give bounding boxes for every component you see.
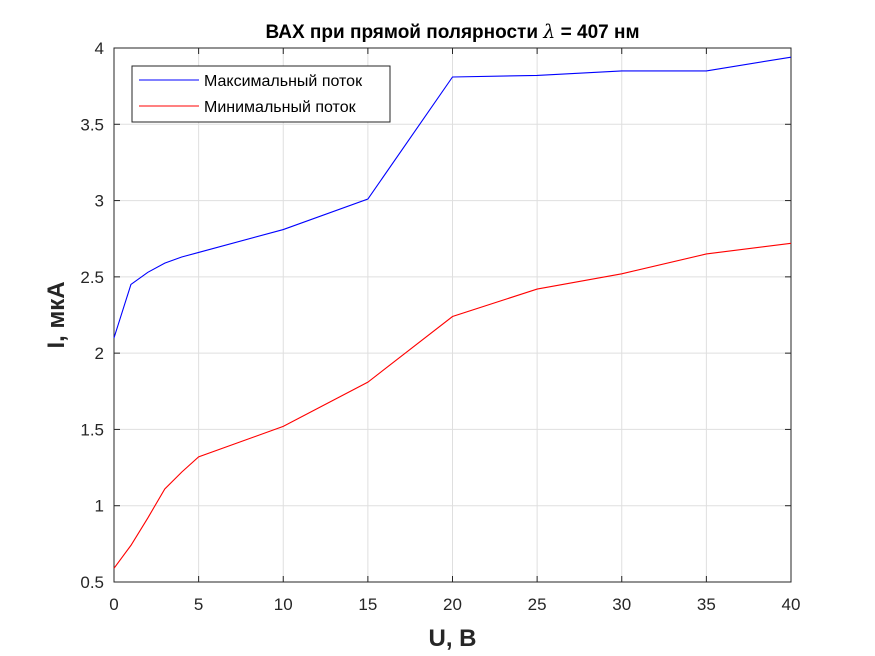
legend-box <box>131 65 391 123</box>
x-tick-label: 5 <box>194 595 203 614</box>
x-tick-label: 35 <box>697 595 716 614</box>
y-tick-label: 3.5 <box>80 115 104 134</box>
x-tick-label: 15 <box>358 595 377 614</box>
x-tick-label: 40 <box>782 595 801 614</box>
y-tick-labels: 0.5 1 1.5 2 2.5 3 3.5 4 <box>80 39 104 592</box>
legend: Максимальный поток Минимальный поток <box>131 65 391 123</box>
x-tick-label: 25 <box>528 595 547 614</box>
legend-label-min: Минимальный поток <box>204 99 357 116</box>
series-min-flow-line <box>113 242 792 569</box>
y-tick-label: 3 <box>95 192 104 211</box>
chart-title: ВАХ при прямой полярности λ = 407 нм <box>265 21 639 43</box>
y-tick-label: 0.5 <box>80 573 104 592</box>
x-tick-labels: 0 5 10 15 20 25 30 35 40 <box>109 595 800 614</box>
grid <box>114 48 791 582</box>
x-tick-label: 0 <box>109 595 118 614</box>
series-lines <box>113 56 792 569</box>
series-max-flow-line <box>113 56 792 339</box>
y-tick-label: 2 <box>95 344 104 363</box>
y-axis-title: I, мкА <box>43 281 70 348</box>
legend-label-max: Максимальный поток <box>204 73 363 90</box>
y-tick-label: 1.5 <box>80 420 104 439</box>
x-tick-label: 10 <box>274 595 293 614</box>
y-tick-label: 4 <box>95 39 104 58</box>
y-tick-label: 2.5 <box>80 268 104 287</box>
x-tick-label: 20 <box>443 595 462 614</box>
y-tick-label: 1 <box>95 497 104 516</box>
x-axis-title: U, В <box>429 625 477 652</box>
x-tick-label: 30 <box>612 595 631 614</box>
tick-marks <box>113 47 792 583</box>
